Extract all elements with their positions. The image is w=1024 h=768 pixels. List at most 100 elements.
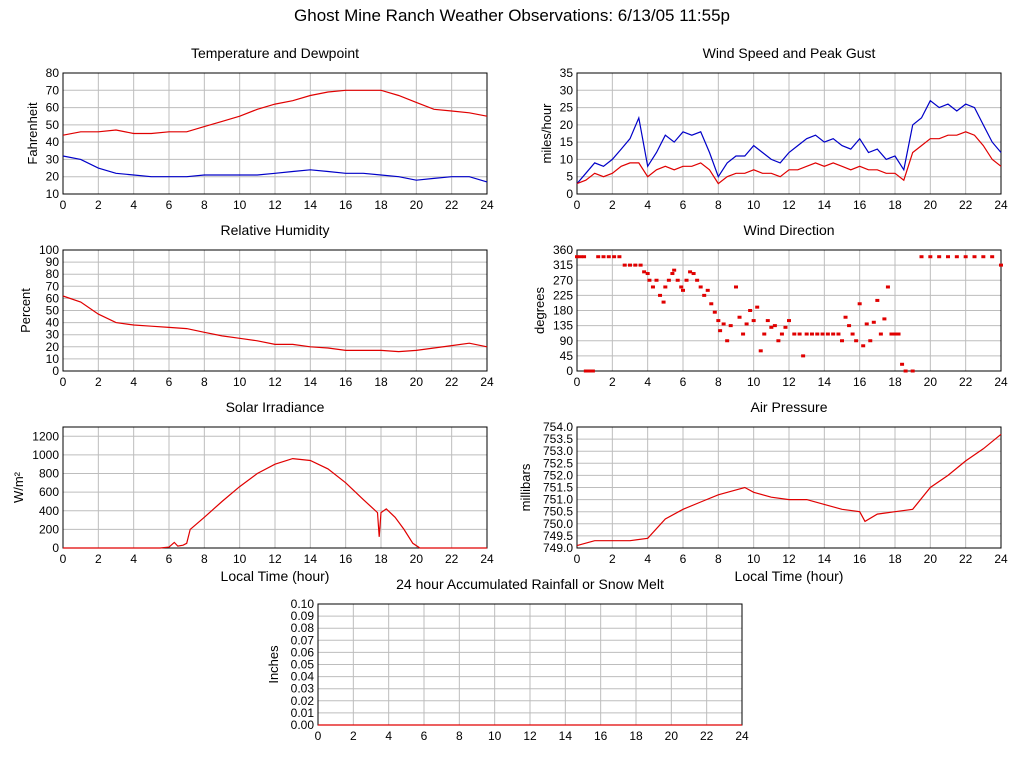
x-tick-label: 10: [488, 729, 502, 743]
y-tick-label: 753.0: [543, 444, 573, 458]
page-title: Ghost Mine Ranch Weather Observations: 6…: [294, 6, 730, 25]
direction-point: [981, 255, 986, 259]
y-tick-label: 225: [553, 288, 573, 302]
direction-point: [875, 298, 880, 302]
direction-point: [857, 302, 862, 306]
x-tick-label: 2: [350, 729, 357, 743]
y-tick-label: 40: [46, 316, 60, 330]
y-tick-label: 0.05: [291, 658, 315, 672]
y-tick-label: 600: [39, 485, 59, 499]
direction-point: [645, 272, 650, 276]
chart-rain: 24 hour Accumulated Rainfall or Snow Mel…: [266, 576, 749, 743]
y-tick-label: 15: [560, 135, 574, 149]
x-tick-label: 6: [166, 375, 173, 389]
y-tick-label: 10: [560, 152, 574, 166]
series-line-red: [62, 295, 488, 353]
x-tick-label: 4: [644, 375, 651, 389]
direction-point: [670, 272, 675, 276]
direction-point: [776, 339, 781, 343]
y-tick-label: 0.04: [291, 670, 315, 684]
x-tick-label: 24: [994, 198, 1008, 212]
y-axis-label: miles/hour: [539, 103, 554, 164]
plot-frame: [576, 426, 1002, 549]
x-tick-label: 22: [959, 198, 973, 212]
y-tick-label: 0.03: [291, 682, 315, 696]
y-axis-label: millibars: [518, 463, 533, 511]
y-tick-label: 749.0: [543, 541, 573, 555]
y-tick-label: 800: [39, 467, 59, 481]
direction-point: [695, 278, 700, 282]
direction-point: [755, 305, 760, 309]
x-tick-label: 2: [95, 552, 102, 566]
direction-point: [633, 263, 638, 267]
x-axis-label: Local Time (hour): [735, 568, 844, 584]
x-tick-label: 18: [374, 552, 388, 566]
x-tick-label: 18: [888, 198, 902, 212]
x-tick-label: 4: [130, 552, 137, 566]
y-tick-label: 5: [566, 170, 573, 184]
y-tick-label: 0: [566, 364, 573, 378]
direction-point: [575, 255, 579, 259]
direction-point: [809, 332, 814, 336]
x-tick-label: 10: [233, 375, 247, 389]
y-tick-label: 180: [553, 304, 573, 318]
y-tick-label: 60: [46, 291, 60, 305]
y-axis-label: Fahrenheit: [25, 102, 40, 165]
direction-point: [679, 285, 684, 289]
direction-point: [705, 288, 710, 292]
x-tick-label: 8: [201, 375, 208, 389]
direction-point: [601, 255, 606, 259]
y-tick-label: 30: [560, 83, 574, 97]
x-tick-label: 0: [315, 729, 322, 743]
x-tick-label: 12: [782, 375, 796, 389]
direction-point: [779, 332, 784, 336]
y-tick-label: 752.0: [543, 468, 573, 482]
x-tick-label: 2: [609, 552, 616, 566]
x-tick-label: 14: [304, 198, 318, 212]
series-line-red: [63, 457, 487, 549]
chart-title: Solar Irradiance: [226, 399, 325, 415]
x-tick-label: 2: [609, 198, 616, 212]
y-axis-label: W/m²: [11, 471, 26, 503]
x-tick-label: 22: [959, 552, 973, 566]
direction-point: [903, 369, 908, 373]
x-tick-label: 14: [304, 552, 318, 566]
x-tick-label: 24: [994, 375, 1008, 389]
x-tick-label: 10: [747, 198, 761, 212]
series-line-blue: [576, 99, 1002, 184]
direction-point: [741, 332, 746, 336]
direction-point: [647, 278, 652, 282]
x-tick-label: 18: [629, 729, 643, 743]
x-tick-label: 4: [644, 198, 651, 212]
y-tick-label: 360: [553, 243, 573, 257]
x-tick-label: 24: [735, 729, 749, 743]
x-tick-label: 8: [715, 198, 722, 212]
x-tick-label: 4: [385, 729, 392, 743]
y-tick-label: 60: [46, 101, 60, 115]
x-tick-label: 6: [680, 552, 687, 566]
direction-point: [628, 263, 632, 267]
direction-point: [804, 332, 809, 336]
direction-point: [578, 255, 583, 259]
chart-title: 24 hour Accumulated Rainfall or Snow Mel…: [396, 576, 664, 592]
direction-point: [937, 255, 942, 259]
y-tick-label: 0.02: [291, 694, 315, 708]
direction-point: [825, 332, 830, 336]
direction-point: [893, 332, 897, 336]
y-tick-label: 200: [39, 522, 59, 536]
direction-point: [840, 339, 844, 343]
x-tick-label: 20: [924, 198, 938, 212]
direction-point: [765, 319, 770, 323]
direction-point: [658, 293, 663, 297]
direction-point: [734, 285, 738, 289]
y-tick-label: 0.01: [291, 706, 315, 720]
y-tick-label: 80: [46, 267, 60, 281]
direction-point: [972, 255, 977, 259]
x-tick-label: 24: [480, 198, 494, 212]
y-tick-label: 0.09: [291, 609, 315, 623]
direction-point: [836, 332, 841, 336]
